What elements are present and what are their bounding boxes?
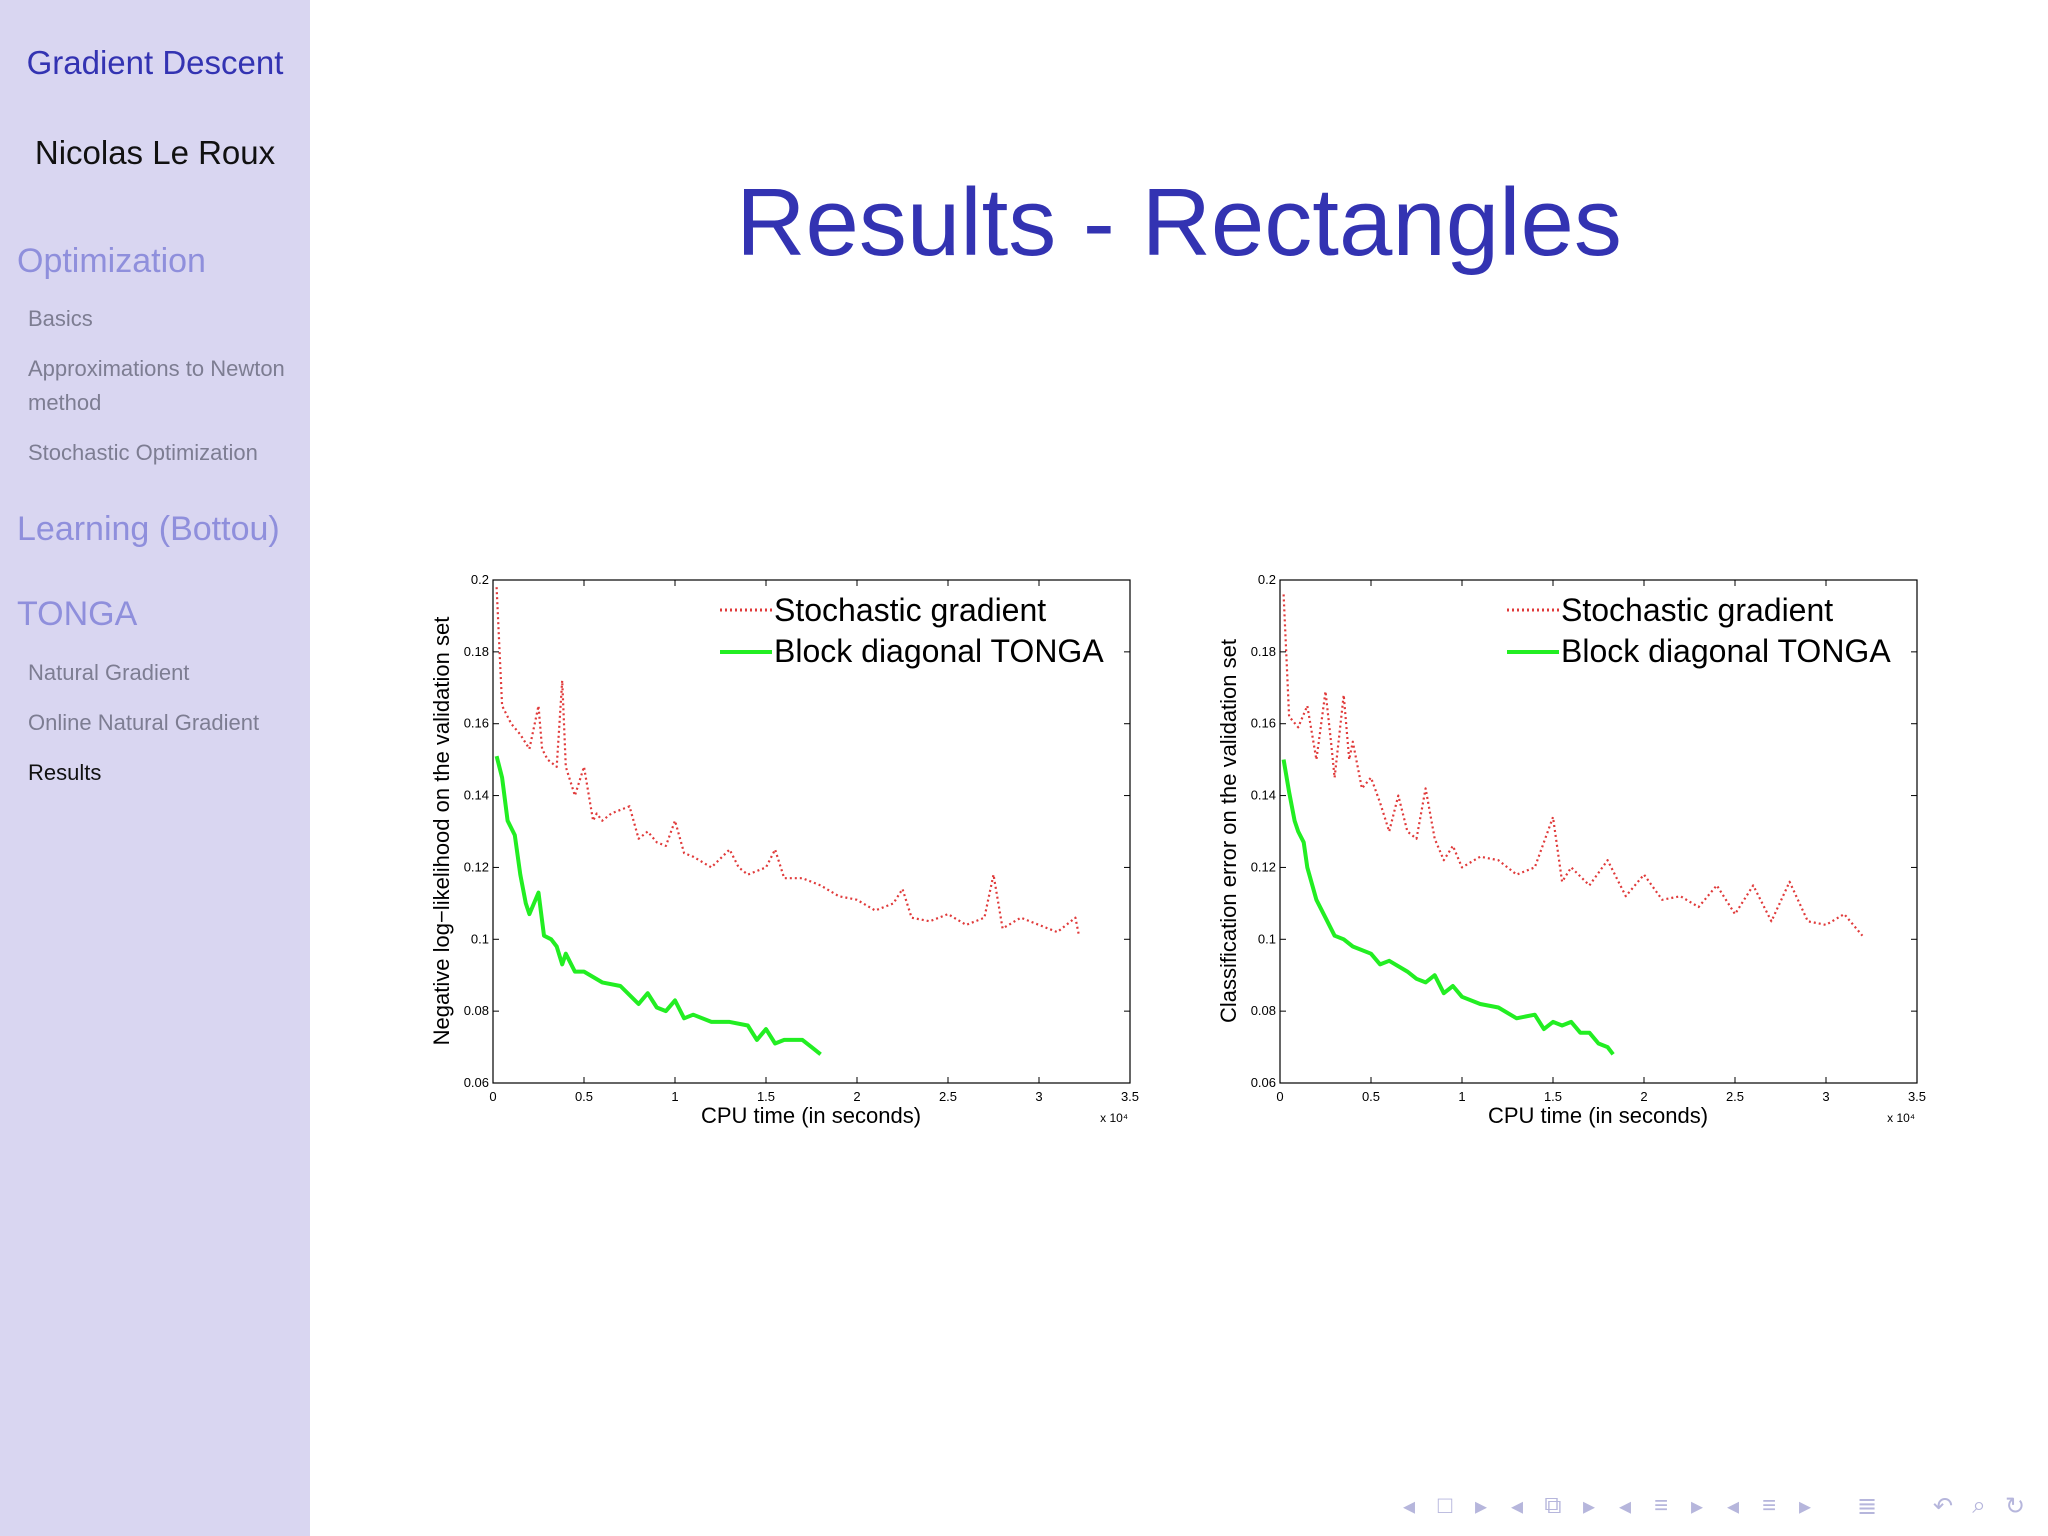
x-tick-label: 2.5: [939, 1089, 957, 1104]
x-tick-label: 0: [489, 1089, 496, 1104]
prev-part-icon[interactable]: ◂: [1726, 1492, 1740, 1520]
next-section-icon[interactable]: ▸: [1690, 1492, 1704, 1520]
beamer-navigation-bar: ◂ □ ▸ ◂ ⧉ ▸ ◂ ≡ ▸ ◂ ≡ ▸ ≣ ↶ ⌕ ↻: [1396, 1488, 2028, 1524]
align-icon[interactable]: ≣: [1856, 1492, 1878, 1520]
x-axis-label: CPU time (in seconds): [1488, 1103, 1708, 1128]
search-icon[interactable]: ⌕: [1972, 1492, 1986, 1519]
sidebar-item-online-natural-gradient[interactable]: Online Natural Gradient: [28, 710, 260, 735]
sidebar-item-newton-approximations[interactable]: Approximations to Newton method: [28, 356, 285, 415]
sidebar-doc-title[interactable]: Gradient Descent: [26, 44, 284, 81]
x-exponent-label: x 10⁴: [1887, 1111, 1915, 1125]
section-icon[interactable]: ≡: [1653, 1492, 1668, 1519]
y-tick-label: 0.12: [1251, 859, 1276, 874]
prev-subsection-icon[interactable]: ◂: [1510, 1492, 1524, 1520]
y-axis-label: Negative log−likelihood on the validatio…: [429, 617, 454, 1046]
x-exponent-label: x 10⁴: [1100, 1111, 1128, 1125]
next-frame-icon[interactable]: ▸: [1474, 1492, 1488, 1520]
x-tick-label: 0: [1276, 1089, 1283, 1104]
chart-classification-error: 0 0.5 1 1.5 2 2.5 3 3.5 0.06 0.08 0.1 0.12 0.14 0.16 0…: [1216, 572, 1926, 1128]
frame-icon[interactable]: □: [1437, 1492, 1453, 1519]
y-tick-label: 0.2: [471, 572, 489, 587]
sidebar-item-basics[interactable]: Basics: [28, 306, 93, 331]
x-tick-label: 2: [853, 1089, 860, 1104]
legend: Stochastic gradient Block diagonal TONGA: [1507, 592, 1891, 669]
y-tick-label: 0.06: [464, 1075, 489, 1090]
plot-frame: [492, 579, 1131, 1084]
y-tick-label: 0.18: [1251, 644, 1276, 659]
sidebar-item-results[interactable]: Results: [28, 760, 102, 785]
chart-nll: 0 0.5 1 1.5 2 2.5 3 3.5 0.06 0.08 0.1 0.12 0.14 0.16 0…: [429, 572, 1139, 1128]
prev-section-icon[interactable]: ◂: [1618, 1492, 1632, 1520]
legend-label-sgd: Stochastic gradient: [774, 592, 1046, 628]
slide-title: Results - Rectangles: [736, 169, 1622, 276]
series-line-stochastic-gradient: [495, 587, 1081, 936]
legend: Stochastic gradient Block diagonal TONGA: [720, 592, 1104, 669]
y-tick-label: 0.14: [464, 788, 489, 803]
x-tick-label: 2.5: [1726, 1089, 1744, 1104]
sidebar-author[interactable]: Nicolas Le Roux: [34, 134, 276, 171]
subsection-icon[interactable]: ⧉: [1544, 1492, 1562, 1519]
series-line-block-diagonal-tonga: [1281, 759, 1615, 1056]
y-tick-label: 0.16: [464, 716, 489, 731]
sidebar: Gradient Descent Nicolas Le Roux Optimiz…: [0, 0, 310, 1536]
y-axis-label: Classification error on the validation s…: [1216, 639, 1241, 1023]
y-tick-label: 0.2: [1258, 572, 1276, 587]
legend-label-tonga: Block diagonal TONGA: [1561, 633, 1891, 669]
x-tick-label: 1.5: [1544, 1089, 1562, 1104]
part-icon[interactable]: ≡: [1761, 1492, 1776, 1519]
x-tick-label: 2: [1640, 1089, 1647, 1104]
y-tick-label: 0.12: [464, 859, 489, 874]
y-tick-label: 0.18: [464, 644, 489, 659]
sidebar-section-learning-bottou[interactable]: Learning (Bottou): [17, 510, 280, 548]
sidebar-section-optimization[interactable]: Optimization: [17, 242, 206, 280]
y-tick-label: 0.06: [1251, 1075, 1276, 1090]
x-tick-label: 3: [1822, 1089, 1829, 1104]
next-subsection-icon[interactable]: ▸: [1582, 1492, 1596, 1520]
y-tick-label: 0.14: [1251, 788, 1276, 803]
x-tick-label: 1.5: [757, 1089, 775, 1104]
plot-frame: [1279, 579, 1918, 1084]
legend-label-tonga: Block diagonal TONGA: [774, 633, 1104, 669]
x-tick-label: 3.5: [1121, 1089, 1139, 1104]
legend-label-sgd: Stochastic gradient: [1561, 592, 1833, 628]
y-tick-label: 0.1: [1258, 931, 1276, 946]
next-part-icon[interactable]: ▸: [1798, 1492, 1812, 1520]
x-tick-label: 1: [671, 1089, 678, 1104]
series-line-block-diagonal-tonga: [494, 755, 822, 1056]
prev-frame-icon[interactable]: ◂: [1402, 1492, 1416, 1520]
sidebar-item-natural-gradient[interactable]: Natural Gradient: [28, 660, 190, 685]
undo-icon[interactable]: ↶: [1932, 1492, 1954, 1520]
x-axis-label: CPU time (in seconds): [701, 1103, 921, 1128]
x-tick-label: 3.5: [1908, 1089, 1926, 1104]
y-tick-label: 0.08: [1251, 1003, 1276, 1018]
x-tick-label: 1: [1458, 1089, 1465, 1104]
series-line-stochastic-gradient: [1282, 594, 1864, 937]
y-tick-label: 0.08: [464, 1003, 489, 1018]
y-tick-label: 0.1: [471, 931, 489, 946]
sidebar-section-tonga[interactable]: TONGA: [17, 595, 138, 633]
y-tick-label: 0.16: [1251, 716, 1276, 731]
x-tick-label: 0.5: [1362, 1089, 1380, 1104]
x-tick-label: 0.5: [575, 1089, 593, 1104]
x-tick-label: 3: [1035, 1089, 1042, 1104]
redo-icon[interactable]: ↻: [2004, 1492, 2026, 1520]
sidebar-item-stochastic-optimization[interactable]: Stochastic Optimization: [28, 440, 258, 465]
